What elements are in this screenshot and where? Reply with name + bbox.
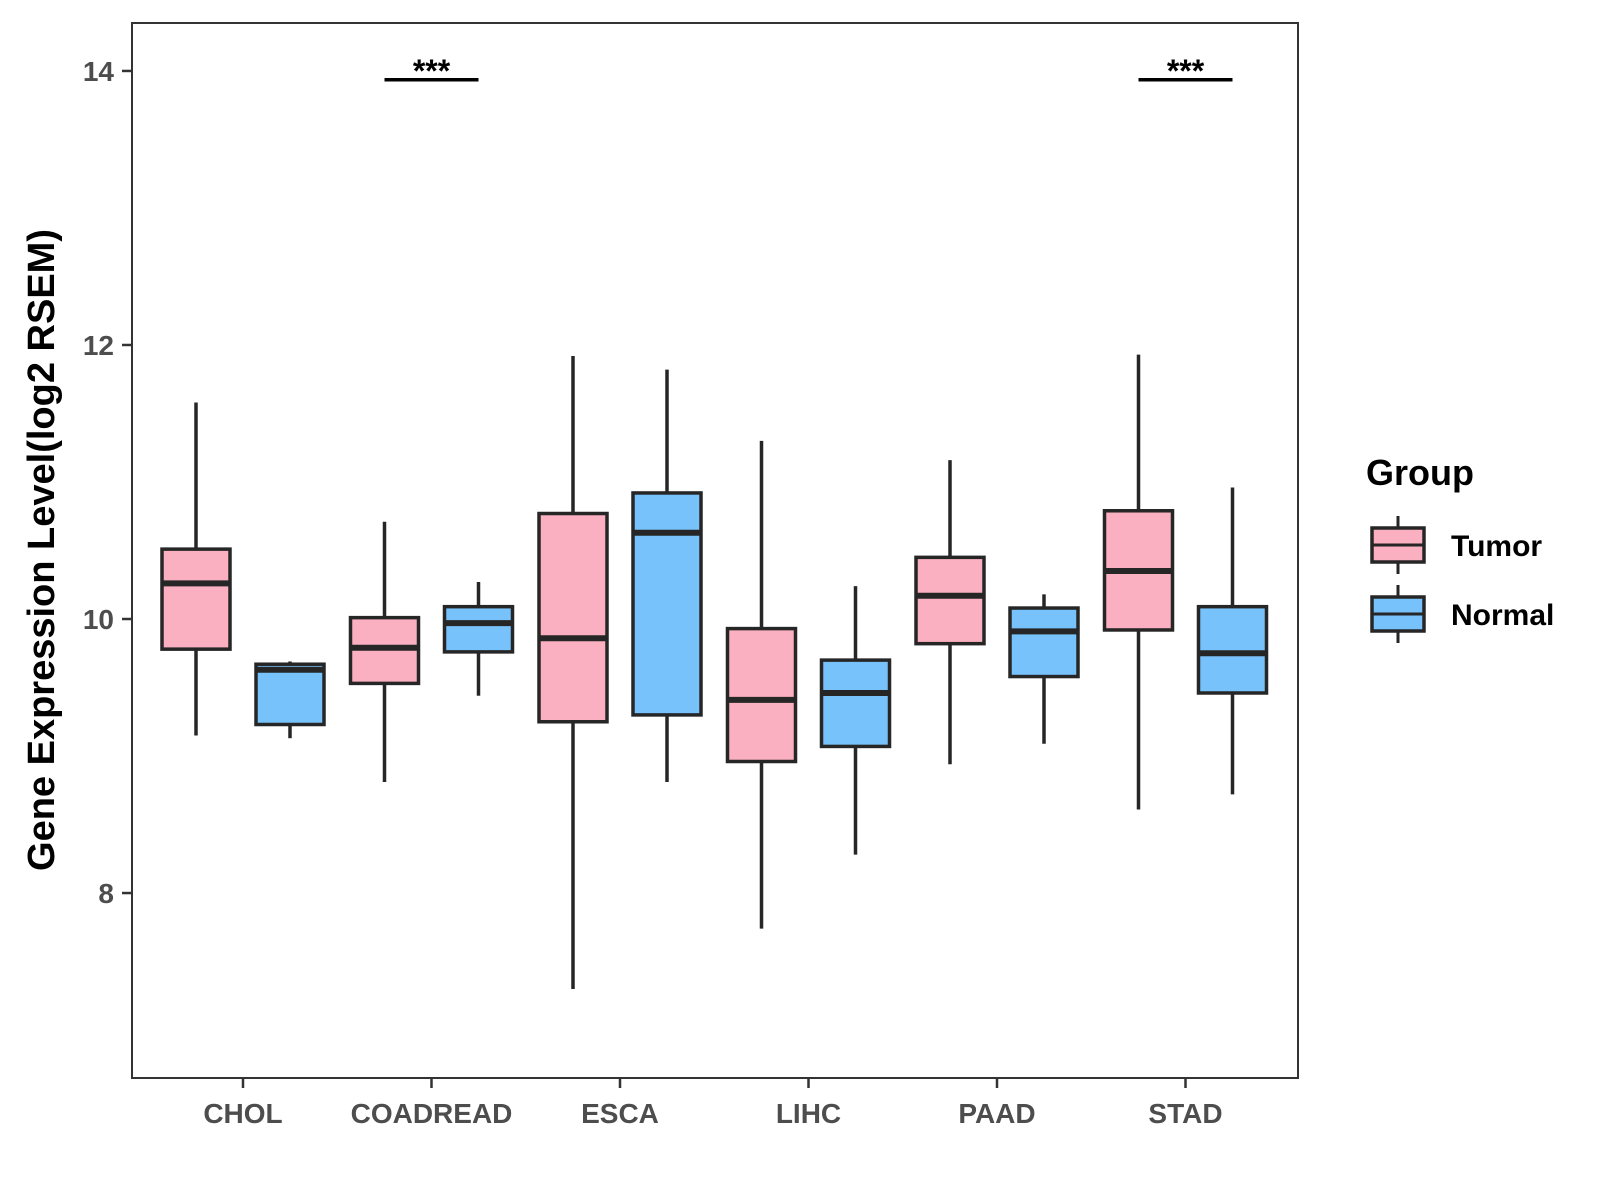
box-normal-chol <box>254 661 326 739</box>
box-body <box>819 658 892 749</box>
box-normal-esca <box>631 369 703 783</box>
box-body <box>442 604 515 654</box>
box-body <box>160 547 232 651</box>
box-tumor-coadread <box>348 521 421 783</box>
legend-item-tumor: Tumor <box>1370 516 1542 574</box>
legend-title: Group <box>1366 452 1474 493</box>
y-axis: 8 10 12 14 <box>83 56 132 909</box>
x-tick-label: ESCA <box>581 1098 659 1129</box>
legend: Group Tumor Normal <box>1366 452 1554 643</box>
box-tumor-chol <box>160 402 232 736</box>
box-normal-lihc <box>819 586 892 855</box>
x-axis: CHOL COADREAD ESCA LIHC PAAD STAD <box>203 1078 1223 1129</box>
significance-label: *** <box>1167 53 1205 89</box>
box-tumor-esca <box>537 355 609 989</box>
significance-annotations: *** *** <box>384 53 1233 89</box>
box-tumor-paad <box>914 460 986 765</box>
legend-label-tumor: Tumor <box>1451 530 1542 563</box>
box-normal-stad <box>1196 487 1269 795</box>
x-tick-label: CHOL <box>203 1098 282 1129</box>
box-body <box>254 662 326 727</box>
box-body <box>631 491 703 717</box>
box-body <box>1008 606 1080 679</box>
x-tick-label: STAD <box>1148 1098 1222 1129</box>
y-tick-label: 8 <box>98 878 114 909</box>
box-tumor-lihc <box>725 440 798 929</box>
significance-coadread: *** <box>384 53 479 89</box>
box-body <box>537 511 609 724</box>
y-tick-label: 10 <box>83 604 114 635</box>
significance-label: *** <box>413 53 451 89</box>
box-tumor-stad <box>1102 354 1175 810</box>
box-body <box>725 626 798 764</box>
boxes-layer <box>160 354 1269 989</box>
y-tick-label: 12 <box>83 330 114 361</box>
x-tick-label: PAAD <box>958 1098 1035 1129</box>
box-normal-coadread <box>442 582 515 696</box>
box-body <box>1196 604 1269 695</box>
x-tick-label: COADREAD <box>351 1098 513 1129</box>
x-tick-label: LIHC <box>776 1098 841 1129</box>
significance-stad: *** <box>1138 53 1233 89</box>
y-axis-title: Gene Expression Level(log2 RSEM) <box>21 229 63 871</box>
box-normal-paad <box>1008 594 1080 744</box>
y-tick-label: 14 <box>83 56 115 87</box>
box-body <box>914 555 986 646</box>
legend-item-normal: Normal <box>1370 585 1554 643</box>
legend-label-normal: Normal <box>1451 599 1554 632</box>
